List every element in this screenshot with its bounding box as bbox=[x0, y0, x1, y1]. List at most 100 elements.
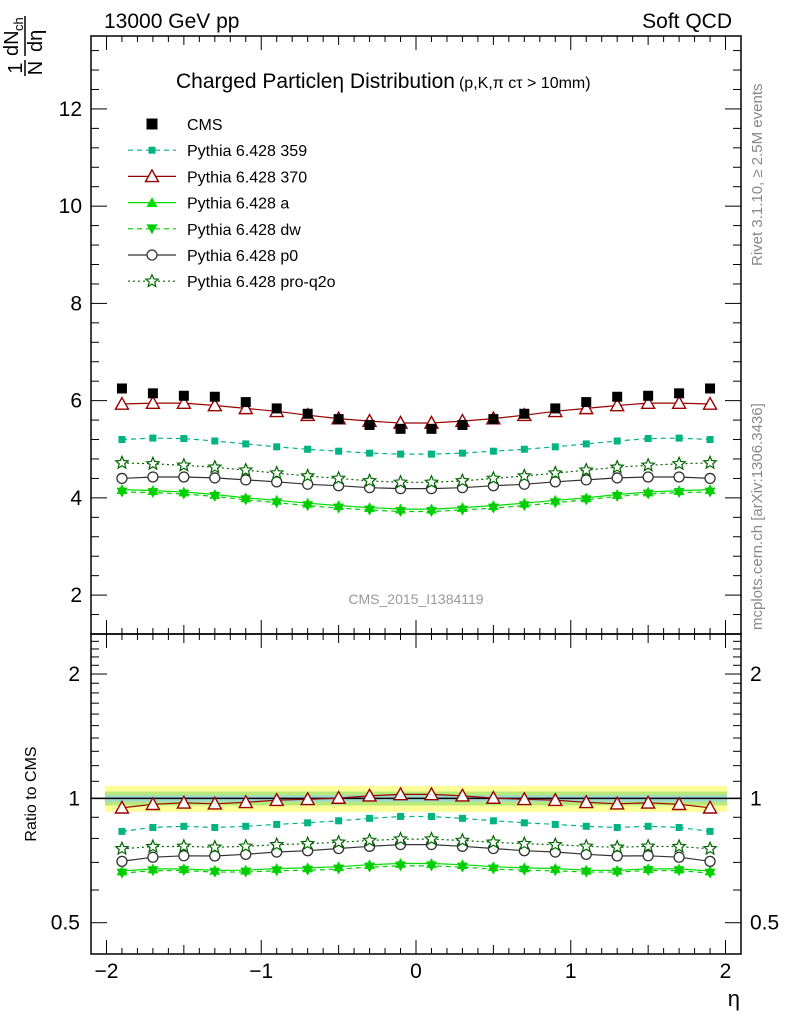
series-point bbox=[580, 474, 592, 486]
series-point bbox=[176, 395, 192, 409]
legend-label: Pythia 6.428 370 bbox=[187, 169, 307, 186]
series-point bbox=[147, 488, 159, 499]
ratio-point bbox=[333, 864, 345, 875]
series-point bbox=[518, 501, 530, 512]
data-point bbox=[333, 414, 344, 425]
ratio-point bbox=[456, 862, 468, 873]
series-point bbox=[675, 434, 683, 442]
series-point bbox=[269, 465, 285, 480]
series-point bbox=[549, 476, 561, 488]
y-label-num-d: dN bbox=[1, 30, 23, 56]
series-point bbox=[549, 498, 561, 509]
ratio-point bbox=[611, 850, 623, 862]
series-point bbox=[114, 396, 130, 410]
x-tick-label: 0 bbox=[410, 960, 422, 983]
series-point bbox=[706, 436, 714, 444]
ratio-point bbox=[304, 819, 312, 827]
ratio-point bbox=[238, 838, 254, 853]
ratio-point bbox=[299, 835, 316, 851]
ratio-point bbox=[578, 794, 594, 809]
series-point bbox=[302, 501, 314, 512]
ratio-point bbox=[269, 836, 285, 852]
series-point bbox=[118, 436, 126, 444]
ratio-point bbox=[176, 838, 192, 853]
ratio-point bbox=[489, 817, 497, 825]
series-point bbox=[145, 395, 161, 409]
series-point bbox=[361, 472, 378, 488]
series-point bbox=[516, 467, 533, 483]
ratio-point bbox=[551, 820, 559, 828]
ratio-point bbox=[149, 823, 157, 831]
ratio-point bbox=[704, 868, 716, 879]
ratio-point bbox=[487, 864, 499, 875]
x-tick-label: −2 bbox=[94, 960, 118, 983]
ratio-point bbox=[423, 786, 440, 801]
series-point bbox=[611, 492, 623, 502]
y-tick-label: 10 bbox=[59, 195, 82, 218]
ratio-line-3 bbox=[121, 865, 711, 874]
data-point bbox=[674, 388, 685, 399]
ratio-point bbox=[116, 855, 128, 867]
series-point bbox=[673, 471, 685, 483]
data-point bbox=[457, 419, 468, 430]
ratio-point bbox=[673, 866, 685, 877]
y-tick-label: 8 bbox=[70, 292, 82, 315]
ratio-point bbox=[240, 867, 252, 878]
ratio-point bbox=[611, 867, 623, 878]
series-point bbox=[178, 489, 190, 500]
legend-label: Pythia 6.428 359 bbox=[187, 143, 307, 160]
series-point bbox=[454, 472, 471, 488]
ratio-y-axis-label: Ratio to CMS bbox=[23, 746, 40, 841]
series-point bbox=[209, 472, 221, 484]
series-point bbox=[333, 503, 345, 514]
data-point bbox=[705, 383, 716, 394]
ratio-point bbox=[114, 840, 130, 856]
series-point bbox=[240, 474, 252, 486]
ratio-point bbox=[547, 836, 563, 852]
series-point bbox=[640, 395, 656, 409]
data-point bbox=[581, 397, 592, 408]
series-point bbox=[147, 471, 159, 483]
legend-marker bbox=[146, 197, 158, 207]
ratio-tick-label-right: 1 bbox=[750, 787, 762, 810]
series-point bbox=[427, 450, 435, 458]
series-point bbox=[178, 471, 190, 483]
series-point bbox=[149, 434, 157, 442]
data-point bbox=[116, 383, 127, 394]
series-point bbox=[304, 445, 312, 453]
series-point bbox=[364, 505, 376, 516]
series-point bbox=[609, 459, 625, 474]
ratio-point bbox=[242, 822, 250, 830]
series-point bbox=[425, 507, 437, 517]
series-point bbox=[702, 454, 718, 470]
legend: CMS Pythia 6.428 359 Pythia 6.428 370 Pythi… bbox=[128, 117, 336, 291]
ratio-point bbox=[671, 796, 687, 811]
x-tick-label: −1 bbox=[249, 960, 273, 983]
y-axis-label: 1 N dN ch dη bbox=[1, 16, 47, 76]
data-point bbox=[643, 390, 654, 401]
series-point bbox=[642, 471, 654, 483]
series-point bbox=[366, 449, 374, 457]
series-point bbox=[335, 447, 343, 455]
ratio-point bbox=[180, 822, 188, 830]
x-tick-label: 1 bbox=[565, 960, 577, 983]
ratio-point bbox=[114, 799, 130, 814]
series-point bbox=[580, 495, 592, 506]
data-point bbox=[147, 388, 158, 399]
ratio-point bbox=[271, 866, 283, 877]
series-point bbox=[207, 397, 223, 412]
ratio-line-5 bbox=[121, 838, 711, 850]
series-point bbox=[547, 465, 563, 480]
series-point bbox=[397, 450, 405, 458]
y-label-den-d: dη bbox=[25, 30, 47, 52]
series-point bbox=[489, 447, 497, 455]
legend-label: Pythia 6.428 pro-q2o bbox=[187, 274, 336, 291]
ratio-point bbox=[706, 827, 714, 835]
series-point bbox=[702, 396, 718, 410]
series-point bbox=[238, 400, 254, 415]
y-tick-label: 4 bbox=[70, 487, 82, 510]
series-point bbox=[578, 462, 594, 477]
series-point bbox=[423, 474, 440, 489]
